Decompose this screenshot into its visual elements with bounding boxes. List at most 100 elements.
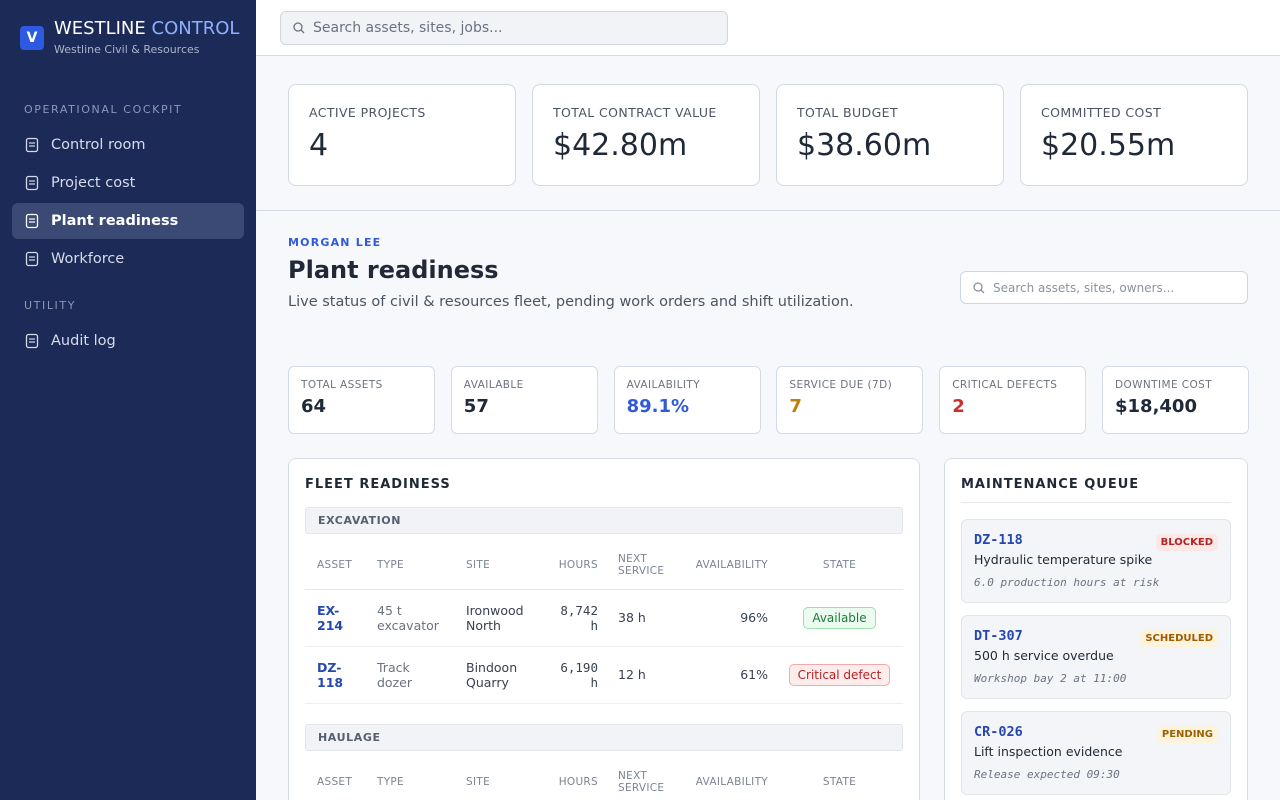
stat-card: AVAILABILITY 89.1% (613, 366, 761, 434)
brand-name-main: WESTLINE (54, 18, 146, 39)
work-order-id: DT-307 (974, 628, 1023, 644)
search-icon (293, 22, 305, 34)
kpi-label: ACTIVE PROJECTS (309, 105, 426, 120)
kpi-label: COMMITTED COST (1041, 105, 1162, 120)
page-description: Live status of civil & resources fleet, … (288, 294, 854, 310)
fleet-table: ASSET TYPE SITE HOURS NEXT SERVICE AVAILABILI… (305, 542, 903, 704)
state-cell: Available (776, 589, 903, 647)
brand-name-accent: CONTROL (151, 18, 240, 39)
nav-section-title: UTILITY (24, 299, 77, 312)
queue-item[interactable]: CR-026 PENDING Lift inspection evidence Rel… (961, 711, 1231, 795)
work-order-id: CR-026 (974, 724, 1023, 740)
stat-label: CRITICAL DEFECTS (952, 379, 1058, 391)
fleet-table: ASSET TYPE SITE HOURS NEXT SERVICE AVAILABILI… (305, 758, 903, 800)
stat-label: AVAILABLE (463, 379, 524, 391)
kpi-card: COMMITTED COST $20.55m (1020, 84, 1248, 186)
cell: 38 h (606, 589, 678, 647)
page-search[interactable]: Search assets, sites, owners... (960, 271, 1248, 304)
kpi-card: TOTAL CONTRACT VALUE $42.80m (532, 84, 760, 186)
kpi-value: 4 (309, 128, 329, 163)
kpi-band: ACTIVE PROJECTS 4 TOTAL CONTRACT VALUE $42.… (256, 56, 1280, 211)
asset-row[interactable]: DZ-118 Track dozer Bindoon Quarry 6,190 h 12… (305, 646, 903, 704)
stat-value: 57 (463, 396, 489, 417)
nav-label: Workforce (51, 251, 125, 267)
nav-item[interactable]: Control room (12, 127, 244, 163)
work-order-title: 500 h service overdue (974, 648, 1114, 663)
column-header: ASSET (305, 758, 365, 800)
kpi-card: ACTIVE PROJECTS 4 (288, 84, 516, 186)
header-row: ASSET TYPE SITE HOURS NEXT SERVICE AVAILABILI… (305, 758, 903, 800)
global-search[interactable]: Search assets, sites, jobs... (280, 11, 728, 45)
cell: 96% (678, 589, 776, 647)
queue-item[interactable]: DZ-118 BLOCKED Hydraulic temperature spike… (961, 519, 1231, 603)
page-title: Plant readiness (288, 256, 499, 284)
stat-value: 89.1% (626, 396, 690, 417)
stat-card: AVAILABLE 57 (450, 366, 598, 434)
search-icon (973, 281, 985, 293)
eyebrow: MORGAN LEE (288, 236, 382, 249)
logo: V (20, 26, 44, 50)
column-header: AVAILABILITY (678, 758, 776, 800)
work-order-id: DZ-118 (974, 532, 1023, 548)
stat-card: SERVICE DUE (7D) 7 (776, 366, 924, 434)
column-header: HOURS (542, 758, 606, 800)
asset-row[interactable]: EX-214 45 t excavator Ironwood North 8,742 … (305, 589, 903, 647)
cell: 6,190 h (542, 646, 606, 704)
column-header: NEXT SERVICE (606, 758, 678, 800)
column-header: SITE (454, 542, 542, 590)
search-placeholder: Search assets, sites, owners... (993, 280, 1175, 295)
state-pill: Available (803, 606, 876, 629)
work-order-note: 6.0 production hours at risk (974, 576, 1160, 589)
fleet-panel: FLEET READINESS EXCAVATION ASSET TYPE SITE H… (288, 458, 920, 800)
stat-card: CRITICAL DEFECTS 2 (939, 366, 1087, 434)
topbar: Search assets, sites, jobs... (256, 0, 1280, 56)
column-header: TYPE (365, 758, 454, 800)
nav-icon (25, 333, 39, 349)
cell: Ironwood North (454, 589, 542, 647)
work-order-title: Lift inspection evidence (974, 744, 1123, 759)
cell: 45 t excavator (365, 589, 454, 647)
panel-title: MAINTENANCE QUEUE (961, 477, 1231, 503)
nav-item[interactable]: Project cost (12, 165, 244, 201)
cell[interactable]: DZ-118 (305, 646, 365, 704)
queue-item[interactable]: DT-307 SCHEDULED 500 h service overdue Work… (961, 615, 1231, 699)
column-header: STATE (776, 542, 903, 590)
stat-label: AVAILABILITY (626, 379, 701, 391)
brand-name: WESTLINE CONTROL (54, 18, 239, 39)
work-order-title: Hydraulic temperature spike (974, 552, 1153, 567)
nav-item[interactable]: Workforce (12, 241, 244, 277)
kpi-label: TOTAL CONTRACT VALUE (553, 105, 717, 120)
nav-section: UTILITY Audit log (0, 299, 256, 361)
cell: 61% (678, 646, 776, 704)
column-header: AVAILABILITY (678, 542, 776, 590)
nav-item[interactable]: Audit log (12, 323, 244, 359)
nav-section-title: OPERATIONAL COCKPIT (24, 103, 183, 116)
column-header: TYPE (365, 542, 454, 590)
cell: Bindoon Quarry (454, 646, 542, 704)
nav-label: Project cost (51, 175, 136, 191)
kpi-value: $38.60m (797, 128, 932, 163)
search-placeholder: Search assets, sites, jobs... (313, 20, 503, 36)
kpi-value: $20.55m (1041, 128, 1176, 163)
column-header: SITE (454, 758, 542, 800)
column-header: ASSET (305, 542, 365, 590)
cell[interactable]: EX-214 (305, 589, 365, 647)
work-order-note: Release expected 09:30 (974, 768, 1120, 781)
work-order-note: Workshop bay 2 at 11:00 (974, 672, 1127, 685)
queue-panel: MAINTENANCE QUEUE DZ-118 BLOCKED Hydraulic… (944, 458, 1248, 800)
stat-value: 7 (789, 396, 802, 417)
state-pill: Critical defect (788, 663, 891, 686)
stat-label: SERVICE DUE (7D) (789, 379, 893, 391)
nav-label: Plant readiness (51, 213, 179, 229)
header-row: ASSET TYPE SITE HOURS NEXT SERVICE AVAILABILI… (305, 542, 903, 590)
brand-subtitle: Westline Civil & Resources (54, 43, 200, 56)
stat-label: TOTAL ASSETS (301, 379, 383, 391)
status-badge: PENDING (1156, 726, 1218, 743)
stat-card: DOWNTIME COST $18,400 (1102, 366, 1249, 434)
stat-value: 64 (301, 396, 327, 417)
stat-value: 2 (952, 396, 965, 417)
nav-item[interactable]: Plant readiness (12, 203, 244, 239)
stat-card: TOTAL ASSETS 64 (288, 366, 435, 434)
main: Search assets, sites, jobs... ACTIVE PRO… (256, 0, 1280, 800)
column-header: STATE (776, 758, 903, 800)
